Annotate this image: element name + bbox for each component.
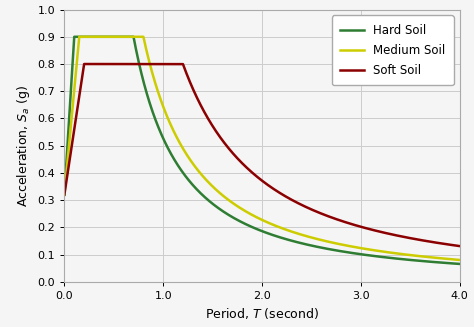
Line: Hard Soil: Hard Soil	[64, 37, 460, 264]
X-axis label: Period, $T$ (second): Period, $T$ (second)	[205, 306, 319, 321]
Medium Soil	[130, 35, 136, 39]
Hard Soil	[72, 35, 77, 39]
Legend: Hard Soil, Medium Soil, Soft Soil: Hard Soil, Medium Soil, Soft Soil	[332, 15, 454, 85]
Medium Soil	[407, 253, 412, 257]
Soft Soil	[62, 193, 67, 197]
Soft Soil	[457, 244, 463, 248]
Hard Soil	[130, 35, 136, 39]
Soft Soil	[107, 62, 112, 66]
Soft Soil	[407, 236, 412, 240]
Medium Soil	[107, 35, 112, 39]
Soft Soil	[213, 129, 219, 133]
Hard Soil	[107, 35, 112, 39]
Hard Soil	[457, 262, 463, 266]
Soft Soil	[82, 62, 87, 66]
Line: Soft Soil: Soft Soil	[64, 64, 460, 246]
Y-axis label: Acceleration, $S_a$ (g): Acceleration, $S_a$ (g)	[15, 85, 32, 207]
Hard Soil	[407, 258, 412, 262]
Medium Soil	[213, 188, 219, 192]
Medium Soil	[230, 201, 236, 205]
Soft Soil	[449, 243, 455, 247]
Medium Soil	[449, 257, 455, 261]
Medium Soil	[62, 193, 67, 197]
Hard Soil	[449, 261, 455, 265]
Hard Soil	[230, 215, 236, 219]
Soft Soil	[230, 152, 236, 156]
Soft Soil	[130, 62, 136, 66]
Hard Soil	[213, 204, 219, 208]
Medium Soil	[457, 258, 463, 262]
Line: Medium Soil: Medium Soil	[64, 37, 460, 260]
Hard Soil	[62, 193, 67, 197]
Medium Soil	[76, 35, 82, 39]
